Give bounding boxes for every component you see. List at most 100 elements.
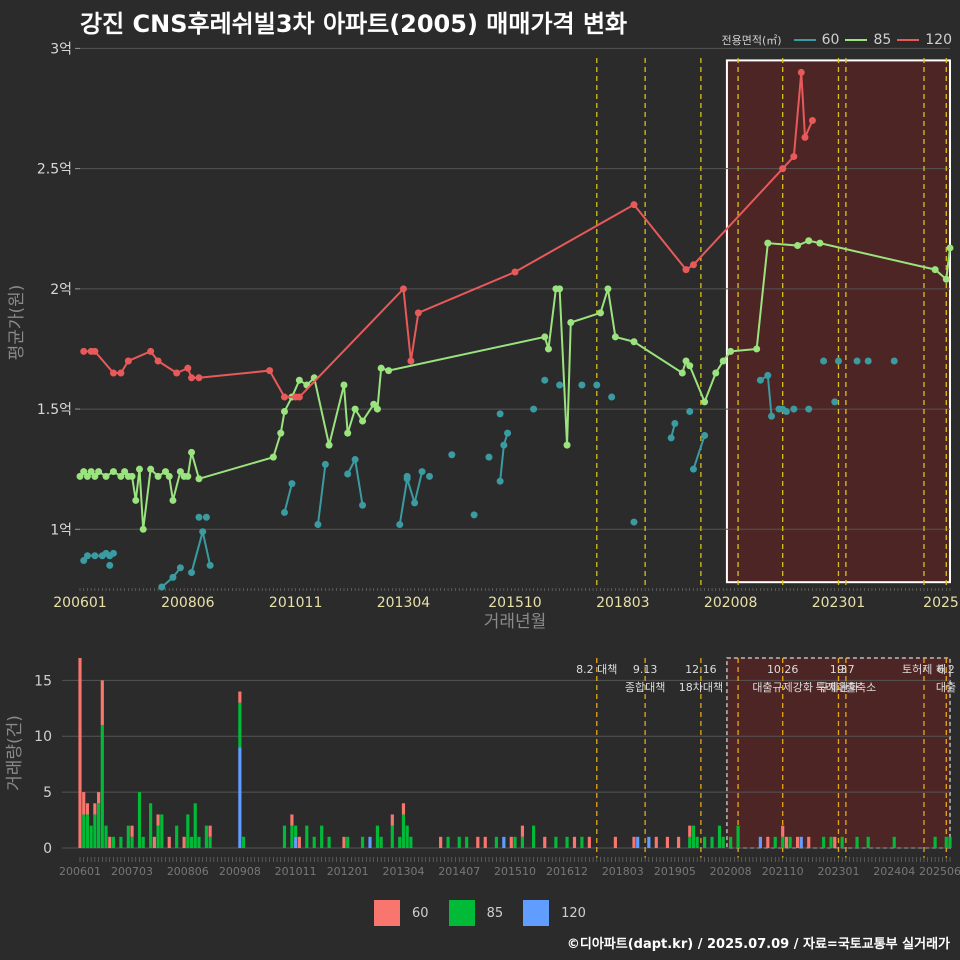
volume-bar-85 xyxy=(104,825,108,848)
volume-bar-85 xyxy=(379,836,383,848)
volume-x-tick-label: 202110 xyxy=(762,865,804,878)
volume-bar-60 xyxy=(587,836,591,848)
volume-bar-85 xyxy=(409,836,413,848)
series-85-point xyxy=(87,468,95,476)
series-60-point xyxy=(764,371,772,379)
series-60-line xyxy=(398,471,424,525)
series-60-line xyxy=(316,464,327,525)
price-y-tick-label: 3억 xyxy=(50,41,72,57)
legend-title: 전용면적(㎡) xyxy=(721,34,782,47)
series-60-point xyxy=(359,501,367,509)
price-x-tick-label: 201011 xyxy=(269,595,322,611)
volume-bar-85 xyxy=(305,825,309,848)
volume-bar-85 xyxy=(360,836,365,848)
price-x-tick-label: 200806 xyxy=(161,595,215,611)
volume-x-tick-label: 201407 xyxy=(438,865,480,878)
price-x-tick-label: 201304 xyxy=(377,595,431,611)
series-85-point xyxy=(76,472,84,480)
series-85-point xyxy=(373,405,381,413)
series-60-point xyxy=(470,511,478,519)
series-85-point xyxy=(727,347,735,355)
volume-bar-60 xyxy=(439,836,443,848)
series-60-point xyxy=(418,468,426,476)
legend-label-120: 120 xyxy=(925,32,952,48)
volume-bar-60 xyxy=(297,836,301,848)
volume-bar-85 xyxy=(111,836,116,848)
series-60-point xyxy=(671,419,679,427)
volume-bar-85 xyxy=(282,825,287,848)
series-60-point xyxy=(195,513,203,521)
series-60-point xyxy=(403,472,411,480)
legend-item-60: 60 xyxy=(793,32,840,48)
volume-bar-85 xyxy=(465,836,469,848)
volume-bar-85 xyxy=(532,825,536,848)
volume-bar-85 xyxy=(866,836,870,848)
volume-bar-85 xyxy=(691,825,696,848)
series-85-point xyxy=(794,242,802,250)
volume-bar-120 xyxy=(636,836,640,848)
volume-bar-60 xyxy=(476,836,480,848)
volume-bar-85 xyxy=(97,803,101,848)
volume-bar-60 xyxy=(520,825,525,837)
volume-bar-85 xyxy=(208,836,212,848)
series-85-point xyxy=(176,468,184,476)
series-60-point xyxy=(805,405,813,413)
series-85-point xyxy=(556,285,564,293)
bar-legend-item-85: 85 xyxy=(448,900,503,926)
series-85-point xyxy=(719,357,727,365)
bar-legend-swatch-85 xyxy=(448,900,475,926)
series-85-point xyxy=(630,338,638,346)
bar-legend-swatch-60 xyxy=(374,900,401,926)
series-60-point xyxy=(500,441,508,449)
series-60-point xyxy=(199,528,207,536)
series-85-point xyxy=(147,465,155,473)
volume-bar-60 xyxy=(795,836,800,848)
series-120-point xyxy=(124,357,132,365)
series-120-point xyxy=(188,374,196,382)
volume-bar-85 xyxy=(729,836,733,848)
volume-x-tick-label: 202506 xyxy=(919,865,960,878)
series-60-point xyxy=(448,451,456,459)
series-85-point xyxy=(344,429,352,437)
volume-bar-85 xyxy=(119,836,123,848)
volume-bar-85 xyxy=(193,803,197,848)
series-85-point xyxy=(604,285,612,293)
volume-bar-85 xyxy=(944,836,948,848)
series-85-point xyxy=(169,496,177,504)
series-60-point xyxy=(768,412,776,420)
legend-label-60: 60 xyxy=(821,32,840,48)
price-y-axis-label: 평균가(원) xyxy=(7,285,27,361)
series-60-point xyxy=(853,357,861,365)
series-120-point xyxy=(414,309,422,317)
volume-bar-60 xyxy=(654,836,658,848)
legend-line-60 xyxy=(793,39,816,41)
series-85-point xyxy=(154,472,162,480)
series-60-point xyxy=(109,549,117,557)
volume-annotation: 대출규제강화 xyxy=(752,681,813,694)
volume-bar-120 xyxy=(799,836,803,848)
series-85-point xyxy=(678,369,686,377)
series-60-point xyxy=(790,405,798,413)
series-85-point xyxy=(325,441,333,449)
series-85-point xyxy=(135,465,143,473)
volume-annotation: 규제완화 xyxy=(818,681,858,694)
volume-bar-85 xyxy=(948,836,952,848)
volume-bar-60 xyxy=(97,792,101,804)
series-85-point xyxy=(109,468,117,476)
volume-x-tick-label: 201304 xyxy=(382,865,424,878)
volume-bar-60 xyxy=(130,825,134,837)
volume-bar-85 xyxy=(580,836,584,848)
volume-bar-60 xyxy=(182,836,186,848)
series-120-point xyxy=(117,369,125,377)
series-60-point xyxy=(496,410,504,418)
volume-bar-85 xyxy=(156,825,160,848)
volume-bar-85 xyxy=(781,836,785,848)
volume-annotation: 1.3 xyxy=(830,663,848,676)
series-85-point xyxy=(165,472,173,480)
volume-bar-85 xyxy=(513,836,517,848)
legend-line-85 xyxy=(845,39,868,41)
volume-y-tick-label: 15 xyxy=(34,673,52,689)
price-y-tick-label: 2.5억 xyxy=(37,162,72,178)
volume-annotation: 8.2 대책 xyxy=(576,663,617,676)
series-60-point xyxy=(411,499,419,507)
